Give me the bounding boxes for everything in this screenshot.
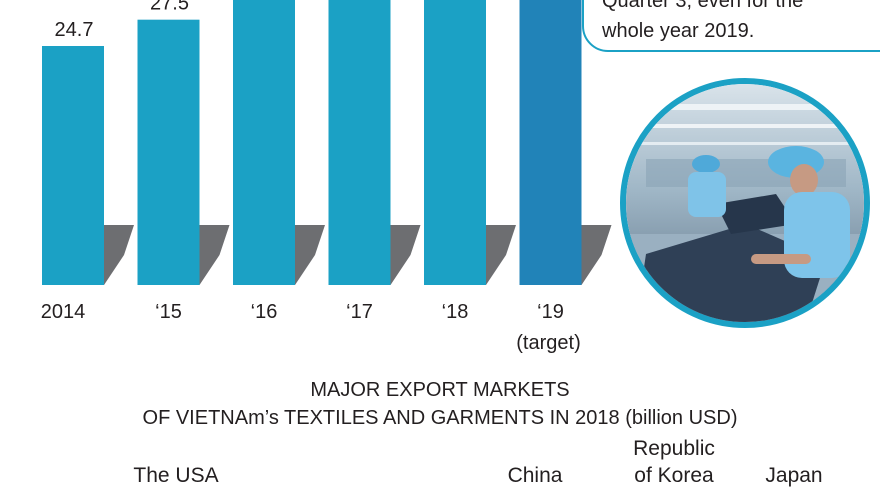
garment-factory-workers-photo xyxy=(620,78,870,328)
bar-0 xyxy=(42,46,104,285)
callout-box xyxy=(582,0,880,52)
bar-5 xyxy=(519,0,582,285)
bar-4 xyxy=(424,0,486,285)
data-label-1: 27.5 xyxy=(150,0,189,15)
bar-shadow xyxy=(486,225,516,285)
callout-text: Quarter 3, even for the whole year 2019. xyxy=(602,0,880,46)
labels-layer: 24.7 2014 27.5 ‘15 ‘16 ‘17 ‘18 ‘19 (target) xyxy=(41,0,581,354)
bar-shadow xyxy=(581,225,612,285)
callout-line-2: whole year 2019. xyxy=(602,20,755,42)
category-note-5: (target) xyxy=(516,332,580,354)
bar-shadow xyxy=(104,225,134,285)
category-label-4: ‘18 xyxy=(442,301,469,323)
bar-2 xyxy=(233,0,295,285)
callout-line-1: Quarter 3, even for the xyxy=(602,0,804,12)
market-label-japan: Japan xyxy=(765,464,823,487)
category-label-5: ‘19 xyxy=(537,301,564,323)
bar-3 xyxy=(328,0,391,285)
category-label-1: ‘15 xyxy=(155,301,182,323)
markets-title-line-2: OF VIETNAm’s TEXTILES AND GARMENTS IN 20… xyxy=(142,407,738,429)
markets-title-line-1: MAJOR EXPORT MARKETS xyxy=(310,379,570,401)
bar-shadow xyxy=(199,225,230,285)
bar-shadow xyxy=(295,225,325,285)
bar-1 xyxy=(137,19,200,286)
bar-shadow xyxy=(390,225,421,285)
photo-illustration xyxy=(626,84,864,322)
category-label-0: 2014 xyxy=(41,301,86,323)
market-label-usa: The USA xyxy=(133,464,219,487)
bars-layer xyxy=(42,0,612,286)
market-label-korea: Republic of Korea xyxy=(633,437,715,487)
data-label-0: 24.7 xyxy=(55,19,94,41)
category-label-2: ‘16 xyxy=(251,301,278,323)
market-label-china: China xyxy=(507,464,563,487)
category-label-3: ‘17 xyxy=(346,301,373,323)
